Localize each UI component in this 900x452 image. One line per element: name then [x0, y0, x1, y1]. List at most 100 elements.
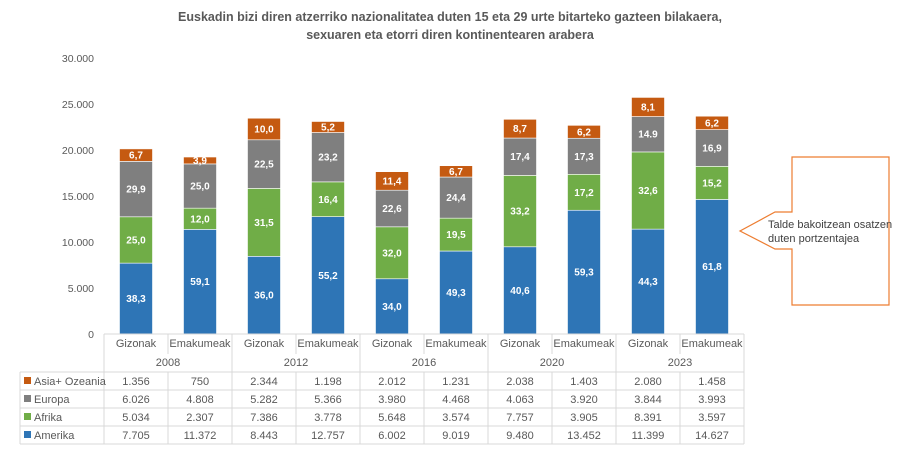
y-tick-label: 5.000	[68, 283, 94, 295]
table-cell-value: 2.307	[186, 412, 214, 424]
bar-data-label: 55,2	[318, 271, 338, 282]
table-cell-value: 11.399	[632, 430, 665, 442]
table-cell-value: 7.386	[250, 412, 278, 424]
bar-segment-afrika	[631, 151, 665, 230]
x-group-label: 2008	[156, 357, 180, 369]
legend-swatch	[24, 413, 31, 420]
table-cell-value: 2.012	[378, 376, 406, 388]
bars: 38,3 25,0 29,9 6,7 59,1 12,0 25,0 3,9 36,0 31,5 22…	[119, 97, 729, 335]
bar-data-label: 12,0	[190, 214, 210, 225]
table-cell-value: 2.080	[634, 376, 662, 388]
y-axis: 0 5.000 10.000 15.000 20.000 25.000 30.000	[62, 53, 94, 341]
x-category-label: Gizonak	[628, 338, 669, 350]
bar-data-label: 38,3	[126, 294, 146, 305]
bar-data-label: 19,5	[446, 230, 466, 241]
bar-segment-amerika	[119, 262, 153, 335]
bar-data-label: 17,2	[574, 188, 594, 199]
callout-text-line-2: duten portzentajea	[768, 233, 860, 245]
bar-segment-amerika	[311, 216, 345, 335]
bar-data-label: 8,7	[513, 124, 527, 135]
chart-title-line-2: sexuaren eta etorri diren kontinentearen…	[306, 28, 594, 42]
table-cell-value: 11.372	[184, 430, 217, 442]
x-group-label: 2012	[284, 357, 308, 369]
bar-data-label: 25,0	[126, 235, 146, 246]
table-cell-value: 9.480	[506, 430, 534, 442]
bar-data-label: 14.9	[638, 130, 658, 141]
table-cell-value: 7.705	[122, 430, 150, 442]
data-table: Gizonak Emakumeak Gizonak Emakumeak Gizonak E…	[19, 333, 745, 445]
bar-data-label: 6,7	[449, 167, 463, 178]
x-category-label: Gizonak	[372, 338, 413, 350]
legend-label: Asia+ Ozeania	[34, 376, 107, 388]
bar-segment-asia-ozeania	[247, 117, 281, 141]
bar-segment-asia-ozeania	[503, 118, 537, 139]
table-cell-value: 12.757	[311, 430, 345, 442]
bar-data-label: 17,3	[574, 152, 594, 163]
bar-segment-afrika	[119, 216, 153, 264]
bar-data-label: 34,0	[382, 302, 402, 313]
bar-segment-asia-ozeania	[439, 165, 473, 178]
bar-data-label: 17,4	[510, 152, 530, 163]
bar-data-label: 5,2	[321, 123, 335, 134]
y-tick-label: 10.000	[62, 237, 94, 249]
y-tick-label: 25.000	[62, 99, 94, 111]
bar-data-label: 22,6	[382, 204, 402, 215]
bar-segment-afrika	[503, 175, 537, 248]
table-cell-value: 3.980	[378, 394, 406, 406]
table-cell-value: 1.231	[442, 376, 470, 388]
bar-segment-europa	[311, 132, 345, 183]
bar-data-label: 40,6	[510, 286, 530, 297]
table-cell-value: 5.034	[122, 412, 150, 424]
bar-segment-afrika	[311, 181, 345, 217]
table-cell-value: 2.344	[250, 376, 278, 388]
table-cell-value: 3.920	[570, 394, 598, 406]
bar-data-label: 32,0	[382, 248, 402, 259]
table-cell-value: 3.844	[634, 394, 662, 406]
table-cell-value: 750	[191, 376, 209, 388]
table-cell-value: 8.391	[634, 412, 662, 424]
bar-segment-amerika	[503, 246, 537, 335]
bar-data-label: 25,0	[190, 182, 210, 193]
bar-data-label: 6,7	[129, 151, 143, 162]
bar-segment-asia-ozeania	[695, 115, 729, 130]
callout-arrow: Talde bakoitzean osatzen duten portzenta…	[738, 156, 892, 306]
table-cell-value: 6.002	[378, 430, 406, 442]
table-cell-value: 4.808	[186, 394, 214, 406]
legend-label: Afrika	[34, 412, 63, 424]
table-cell-value: 1.356	[122, 376, 150, 388]
table-cell-value: 5.648	[378, 412, 406, 424]
bar-data-label: 8,1	[641, 102, 655, 113]
callout-text-line-1: Talde bakoitzean osatzen	[768, 219, 892, 231]
bar-data-label: 22,5	[254, 160, 274, 171]
bar-segment-asia-ozeania	[375, 171, 409, 191]
bar-segment-europa	[375, 189, 409, 228]
bar-segment-europa	[119, 161, 153, 218]
bar-data-label: 24,4	[446, 193, 466, 204]
legend-swatch	[24, 431, 31, 438]
table-cell-value: 3.574	[442, 412, 470, 424]
bar-segment-asia-ozeania	[183, 156, 217, 165]
table-cell-value: 3.905	[570, 412, 598, 424]
chart-title: Euskadin bizi diren atzerriko nazionalit…	[130, 8, 770, 44]
bar-segment-europa	[503, 137, 537, 176]
bar-segment-asia-ozeania	[119, 148, 153, 162]
bar-segment-amerika	[631, 228, 665, 335]
bar-data-label: 32,6	[638, 186, 658, 197]
legend-label: Europa	[34, 394, 70, 406]
bar-segment-amerika	[567, 209, 601, 335]
table-cell-value: 7.757	[506, 412, 534, 424]
table-cell-value: 3.778	[314, 412, 342, 424]
table-cell-value: 9.019	[442, 430, 470, 442]
x-category-label: Emakumeak	[297, 338, 359, 350]
table-cell-value: 3.597	[698, 412, 726, 424]
bar-data-label: 16,4	[318, 195, 338, 206]
x-category-label: Emakumeak	[553, 338, 615, 350]
table-cell-value: 1.458	[698, 376, 726, 388]
bar-data-label: 6,2	[705, 118, 719, 129]
chart-title-line-1: Euskadin bizi diren atzerriko nazionalit…	[178, 10, 722, 24]
x-group-label: 2020	[540, 357, 564, 369]
bar-segment-afrika	[375, 226, 409, 280]
x-category-label: Emakumeak	[169, 338, 231, 350]
table-cell-value: 1.198	[314, 376, 342, 388]
bar-segment-asia-ozeania	[567, 125, 601, 139]
